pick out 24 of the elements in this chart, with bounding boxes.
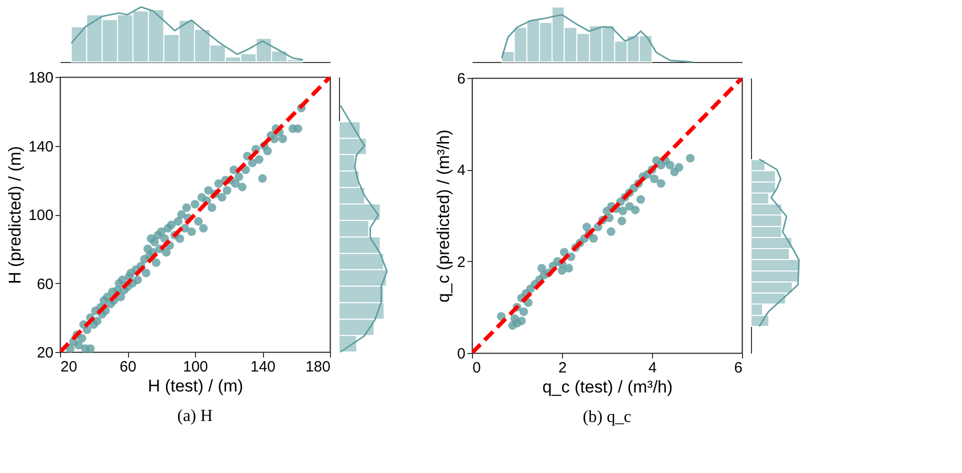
y-tick-label: 180 xyxy=(28,70,54,86)
text: (a) H xyxy=(177,406,213,425)
y-tick-label: 6 xyxy=(457,70,466,88)
x-tick-label: 180 xyxy=(305,358,330,376)
x-tick-label: 100 xyxy=(182,358,208,376)
x-axis-title: q_c (test) / (m³/h) xyxy=(542,378,673,396)
y-axis-title: q_c (predicted) / (m³/h) xyxy=(434,130,454,302)
y-tick-label: 60 xyxy=(36,276,54,293)
x-tick-label: 6 xyxy=(734,360,742,376)
x-tick-label: 60 xyxy=(120,358,136,376)
y-tick-label: 0 xyxy=(457,346,466,362)
y-tick-label: 2 xyxy=(457,254,466,271)
y-tick-label: 20 xyxy=(36,344,54,362)
x-tick-label: 2 xyxy=(558,360,567,376)
x-axis-title: H (test) / (m) xyxy=(148,376,244,396)
x-tick-label: 4 xyxy=(648,360,657,376)
y-axis-title: H (predicted) / (m) xyxy=(5,146,24,284)
y-tick-label: 100 xyxy=(28,207,54,224)
x-tick-label: 140 xyxy=(250,358,276,376)
text: (b) q_c xyxy=(582,407,632,426)
y-tick-label: 4 xyxy=(457,162,466,180)
x-tick-label: 0 xyxy=(472,360,481,376)
x-tick-label: 20 xyxy=(60,358,78,376)
y-tick-label: 140 xyxy=(28,138,54,156)
